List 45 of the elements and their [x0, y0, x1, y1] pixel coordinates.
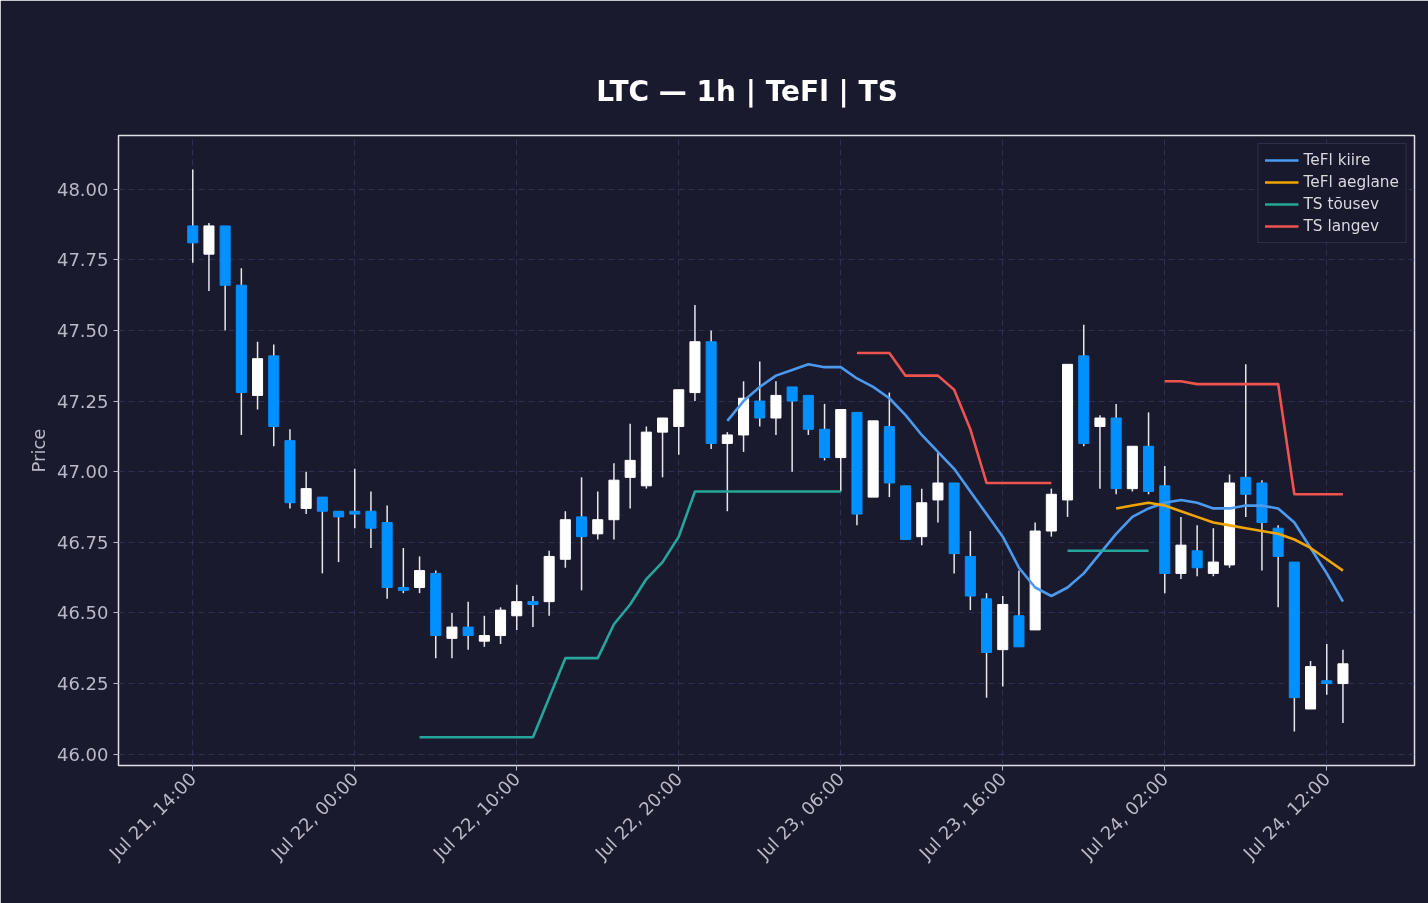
y-tick-label: 47.50: [56, 319, 109, 341]
candlestick: [657, 417, 669, 479]
candlestick: [300, 470, 312, 515]
candlestick: [932, 451, 944, 524]
y-tick-label: 48.00: [56, 178, 109, 200]
legend-label: TeFl kiire: [1303, 151, 1371, 169]
candlestick: [527, 595, 539, 628]
chart-title: LTC — 1h | TeFl | TS: [596, 75, 898, 108]
y-tick-label: 47.00: [56, 461, 109, 483]
candlestick: [770, 380, 782, 436]
candlestick: [365, 490, 377, 549]
legend-label: TS tõusev: [1303, 195, 1380, 213]
candlestick: [1321, 643, 1333, 696]
candlestick: [1094, 414, 1106, 490]
candlestick: [1337, 648, 1349, 724]
candlestick: [754, 360, 766, 428]
candlestick: [414, 555, 426, 594]
legend-label: TeFl aeglane: [1303, 173, 1399, 191]
candlestick: [721, 431, 733, 512]
candlestick: [576, 476, 588, 592]
legend-label: TS langev: [1303, 217, 1380, 235]
candlestick: [786, 386, 798, 473]
line-series: [726, 363, 1345, 603]
y-tick-label: 46.00: [56, 743, 109, 765]
candlestick: [446, 612, 458, 659]
line-series: [1114, 501, 1345, 572]
candlestick: [624, 422, 636, 510]
y-axis-title: Price: [27, 428, 49, 473]
candlestick: [316, 496, 328, 575]
candlestick: [1240, 363, 1252, 518]
y-tick-label: 46.25: [56, 673, 109, 695]
candlestick: [511, 583, 523, 631]
y-tick-label: 47.25: [56, 390, 109, 412]
candlestick: [349, 468, 361, 529]
y-tick-label: 46.75: [56, 531, 109, 553]
candlestick: [333, 510, 345, 563]
candlestick: [187, 168, 199, 264]
y-tick-label: 47.75: [56, 249, 109, 271]
candlestick: [478, 615, 490, 648]
candlestick: [1207, 527, 1219, 577]
candlestick: [592, 490, 604, 541]
y-tick-label: 46.50: [56, 602, 109, 624]
candlestick: [1191, 524, 1203, 577]
candlestick: [462, 600, 474, 651]
candlestick: [397, 547, 409, 594]
